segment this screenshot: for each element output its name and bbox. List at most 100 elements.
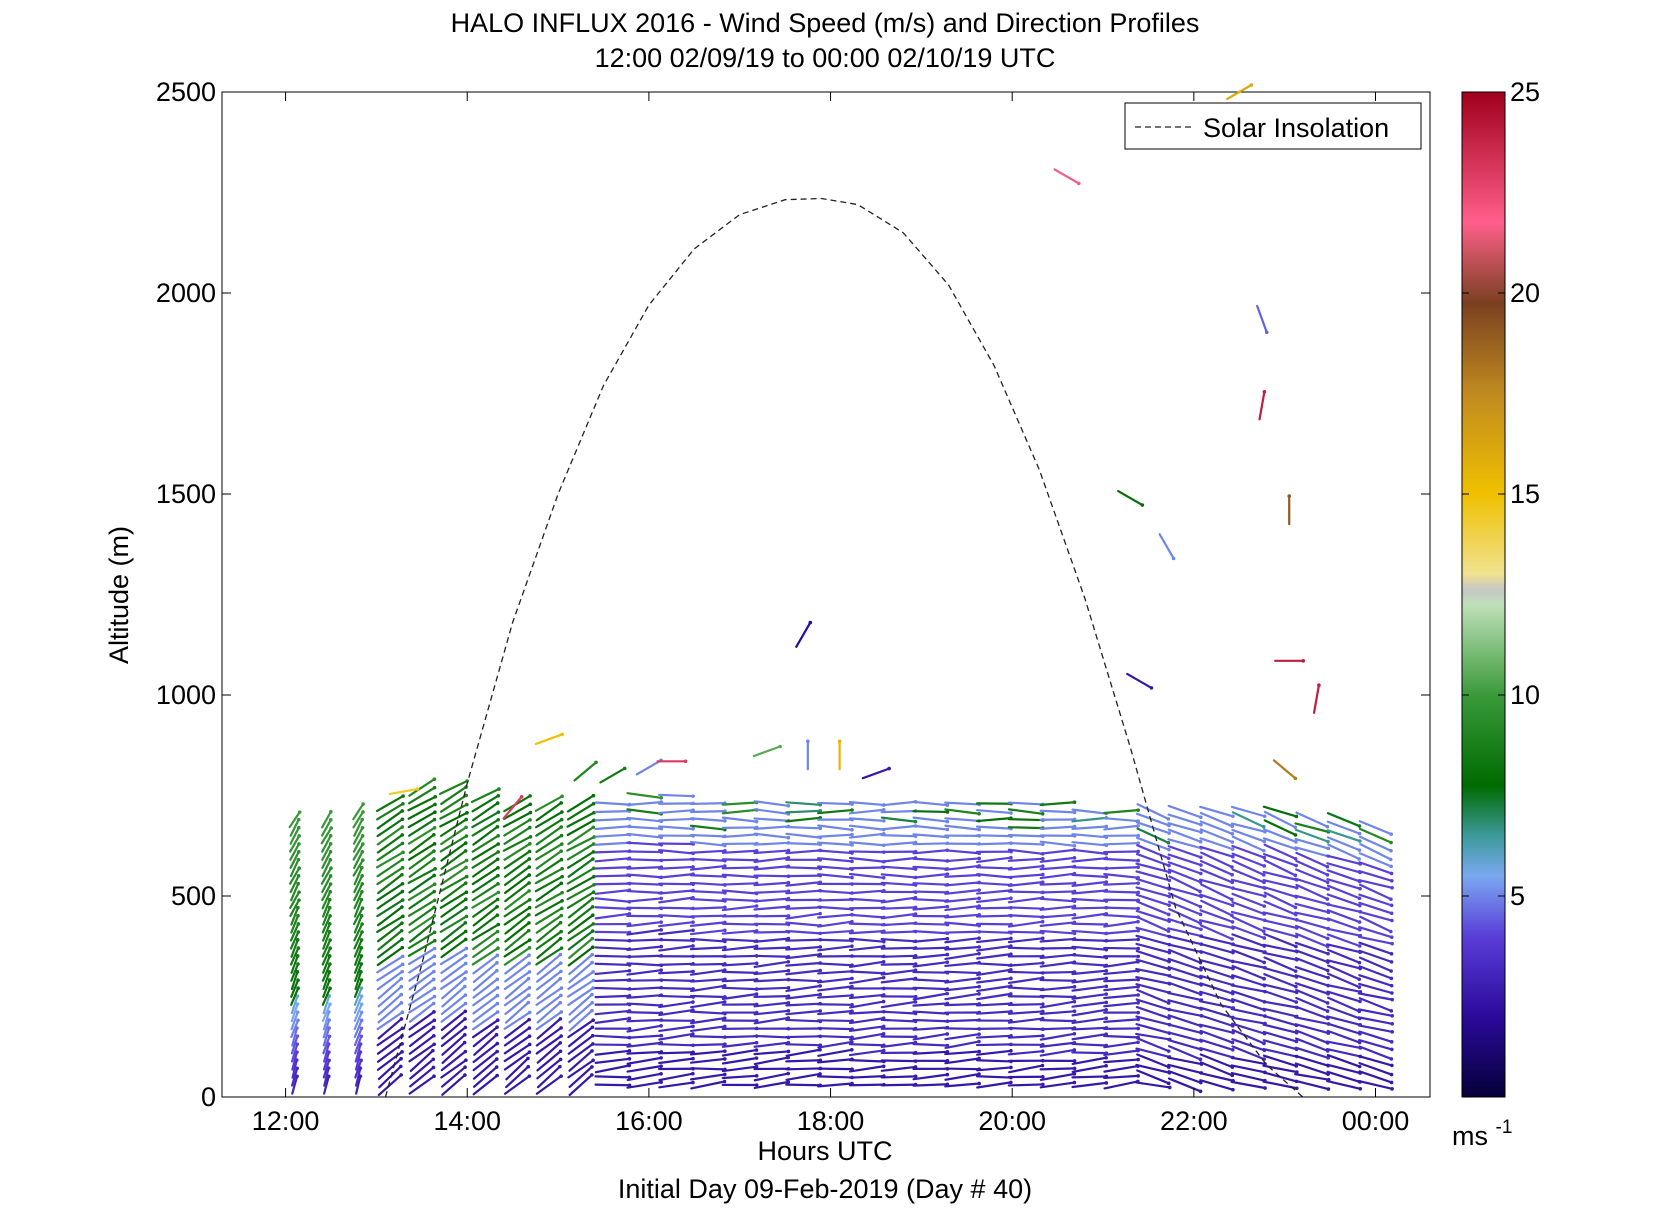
wind-barb-head xyxy=(1388,857,1393,862)
wind-barb xyxy=(470,787,501,804)
wind-barb-shaft xyxy=(1358,1055,1393,1067)
wind-barb-shaft xyxy=(1359,843,1392,861)
wind-barb-head xyxy=(1294,840,1298,844)
wind-barb xyxy=(944,1049,981,1056)
wind-barb-head xyxy=(1294,934,1299,939)
wind-barb xyxy=(594,1056,632,1064)
wind-barb-shaft xyxy=(354,1067,362,1087)
wind-barb-head xyxy=(1072,1072,1077,1076)
wind-barb-head xyxy=(327,978,332,982)
wind-barb-head xyxy=(1357,831,1362,836)
wind-barb xyxy=(1039,840,1077,848)
wind-barb-head xyxy=(496,946,500,950)
wind-barb-shaft xyxy=(1230,1071,1267,1082)
wind-barb-shaft xyxy=(408,874,436,894)
wind-barb-shaft xyxy=(880,962,917,966)
wind-barb-head xyxy=(881,975,886,980)
wind-barb-head xyxy=(723,1042,727,1047)
wind-barb xyxy=(472,897,500,918)
wind-barb-shaft xyxy=(817,849,854,855)
wind-barb-shaft xyxy=(504,1018,531,1039)
wind-barb xyxy=(322,1018,331,1039)
wind-barb-head xyxy=(465,811,469,815)
wind-barb-head xyxy=(786,1009,791,1013)
wind-barb-shaft xyxy=(352,802,365,821)
wind-barb-head xyxy=(590,1025,595,1030)
wind-barb xyxy=(817,944,854,952)
wind-barb-shaft xyxy=(753,865,790,871)
wind-barb-head xyxy=(327,929,332,934)
wind-barb xyxy=(1294,941,1330,956)
wind-barb-shaft xyxy=(1167,886,1203,898)
wind-barb-shaft xyxy=(407,867,437,885)
wind-barb-head xyxy=(328,842,333,846)
wind-barb xyxy=(1199,859,1234,877)
wind-barb xyxy=(378,1064,403,1089)
wind-barb-shaft xyxy=(658,873,695,879)
wind-barb-head xyxy=(659,1024,663,1028)
wind-barb-shaft xyxy=(753,897,790,903)
wind-barb xyxy=(353,1010,364,1031)
wind-barb-head xyxy=(1149,686,1154,690)
wind-barb-shaft xyxy=(323,1042,330,1063)
wind-barb-shaft xyxy=(912,849,949,855)
wind-barb-shaft xyxy=(1071,1026,1108,1031)
wind-barb-shaft xyxy=(1103,1034,1140,1039)
wind-barb-shaft xyxy=(566,819,595,837)
wind-barb-shaft xyxy=(1230,805,1266,818)
wind-barb-head xyxy=(495,824,500,829)
wind-barb-shaft xyxy=(353,914,363,934)
wind-barb-shaft xyxy=(1294,846,1330,858)
wind-barb-head xyxy=(754,1056,759,1060)
wind-barb xyxy=(472,953,500,975)
wind-barb xyxy=(689,928,727,936)
plot-area xyxy=(221,91,1431,1098)
wind-barb-head xyxy=(495,897,500,902)
wind-barb-shaft xyxy=(1167,957,1202,971)
wind-barb-shaft xyxy=(689,874,727,878)
wind-barb xyxy=(407,802,437,820)
wind-barb-shaft xyxy=(1272,759,1297,780)
wind-barb xyxy=(944,888,981,895)
wind-barb-shaft xyxy=(408,962,436,982)
wind-barb-shaft xyxy=(817,865,854,871)
wind-barb xyxy=(289,946,301,966)
wind-barb-shaft xyxy=(944,930,981,934)
wind-barb-shaft xyxy=(504,929,530,951)
wind-barb xyxy=(1199,828,1235,844)
wind-barb-shaft xyxy=(440,841,467,862)
wind-barb-head xyxy=(850,843,854,847)
wind-barb xyxy=(376,889,405,910)
wind-barb-shaft xyxy=(409,1066,435,1088)
wind-barb-head xyxy=(659,920,664,924)
wind-barb xyxy=(1167,828,1203,844)
wind-barb-shaft xyxy=(689,978,726,983)
wind-barb-head xyxy=(945,1072,950,1077)
wind-barb xyxy=(1358,1070,1394,1085)
wind-barb xyxy=(376,841,405,862)
wind-barb-head xyxy=(360,922,364,926)
wind-barb-shaft xyxy=(1167,966,1203,979)
wind-barb xyxy=(1039,856,1077,863)
wind-barb-shaft xyxy=(290,979,300,998)
wind-barb-head xyxy=(463,1049,468,1054)
wind-barb-shaft xyxy=(376,1011,404,1031)
wind-barb-shaft xyxy=(1262,1054,1298,1068)
wind-barb-head xyxy=(432,849,436,853)
wind-barb-head xyxy=(590,1049,594,1053)
wind-barb-shaft xyxy=(912,978,949,983)
wind-barb-head xyxy=(1357,1064,1362,1069)
wind-barb-shaft xyxy=(289,834,301,853)
x-axis: 12:00 14:00 16:00 18:00 20:00 22:00 00:00 xyxy=(252,92,1409,1136)
wind-barb xyxy=(1039,904,1077,911)
wind-barb-shaft xyxy=(817,945,854,952)
wind-barb-head xyxy=(1262,976,1266,981)
wind-barb-head xyxy=(1072,931,1077,936)
wind-barb-head xyxy=(494,1065,499,1069)
wind-barb xyxy=(1230,886,1267,898)
wind-barb xyxy=(290,1018,300,1039)
wind-barb-shaft xyxy=(536,921,562,943)
wind-barb xyxy=(944,936,981,944)
wind-barb-head xyxy=(722,1000,727,1004)
wind-barb xyxy=(848,975,886,985)
